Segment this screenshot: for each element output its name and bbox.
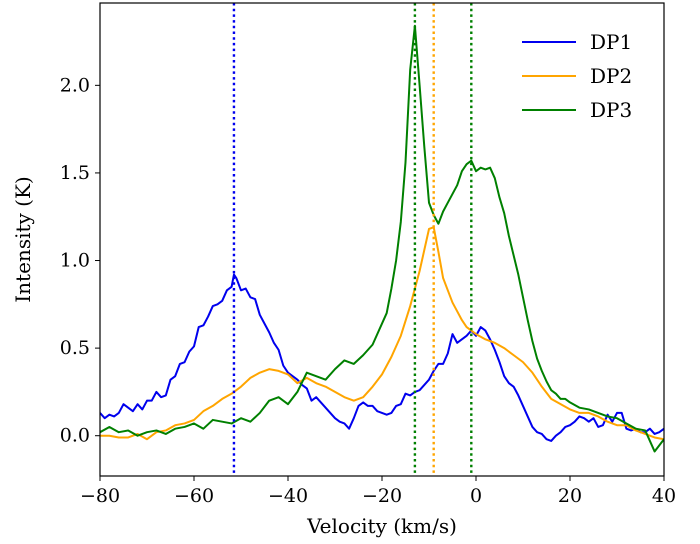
series-line-dp2 [100, 226, 664, 441]
x-tick-label: −20 [362, 485, 402, 507]
y-tick-label: 1.5 [60, 162, 90, 184]
y-axis-label: Intensity (K) [11, 176, 35, 302]
y-axis-ticks: 0.0 0.5 1.0 1.5 2.0 [60, 74, 100, 447]
legend-label-dp1: DP1 [590, 30, 632, 54]
y-tick-label: 1.0 [60, 250, 90, 272]
x-tick-label: −80 [80, 485, 120, 507]
y-tick-label: 2.0 [60, 74, 90, 96]
series-line-dp1 [100, 273, 664, 442]
x-tick-label: 0 [470, 485, 482, 507]
x-tick-label: −60 [174, 485, 214, 507]
series-line-dp3 [100, 24, 664, 453]
x-axis-label: Velocity (km/s) [306, 514, 457, 538]
legend-label-dp3: DP3 [590, 98, 632, 122]
legend-label-dp2: DP2 [590, 64, 632, 88]
legend: DP1 DP2 DP3 [522, 30, 632, 122]
x-tick-label: −40 [268, 485, 308, 507]
y-tick-label: 0.0 [60, 425, 90, 447]
x-axis-ticks: −80 −60 −40 −20 0 20 40 [80, 476, 676, 507]
plot-frame [99, 2, 665, 477]
y-tick-label: 0.5 [60, 337, 90, 359]
x-tick-label: 40 [652, 485, 676, 507]
x-tick-label: 20 [558, 485, 582, 507]
series-layer [100, 24, 664, 453]
marker-lines [232, 3, 473, 476]
